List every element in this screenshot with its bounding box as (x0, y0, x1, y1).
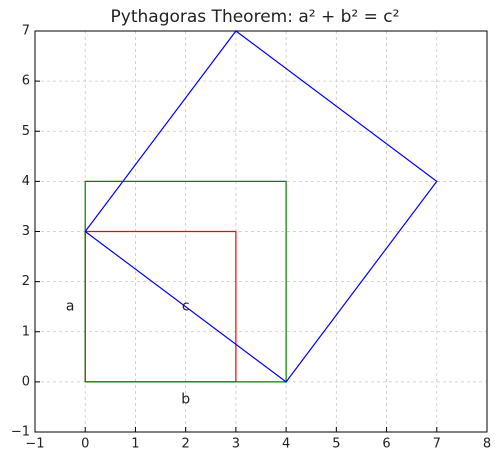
x-tick-label: 0 (81, 437, 89, 452)
annotation: a (66, 299, 75, 315)
x-tick-label: 3 (232, 437, 240, 452)
series-line (84, 230, 237, 383)
x-tick-label: 2 (182, 437, 190, 452)
y-tick-label: 1 (22, 324, 30, 339)
chart-title: Pythagoras Theorem: a² + b² = c² (111, 7, 400, 27)
x-tick-label: −1 (25, 437, 44, 452)
y-tick-label: 6 (22, 74, 30, 89)
y-tick-label: 2 (22, 274, 30, 289)
x-tick-label: 4 (282, 437, 290, 452)
x-tick-label: 1 (131, 437, 139, 452)
annotation: c (182, 299, 190, 315)
annotation: b (181, 391, 190, 407)
axes-frame (34, 30, 488, 433)
series-line (84, 180, 287, 383)
y-tick-label: 0 (22, 374, 30, 389)
y-tick-label: 3 (22, 224, 30, 239)
y-tick-label: 4 (22, 174, 30, 189)
x-tick-label: 8 (483, 437, 491, 452)
y-tick-label: 5 (22, 124, 30, 139)
x-tick-label: 5 (332, 437, 340, 452)
x-tick-label: 6 (382, 437, 390, 452)
series-line (84, 30, 438, 383)
y-tick-label: 7 (22, 24, 30, 39)
y-tick-label: −1 (11, 425, 30, 440)
x-tick-label: 7 (433, 437, 441, 452)
